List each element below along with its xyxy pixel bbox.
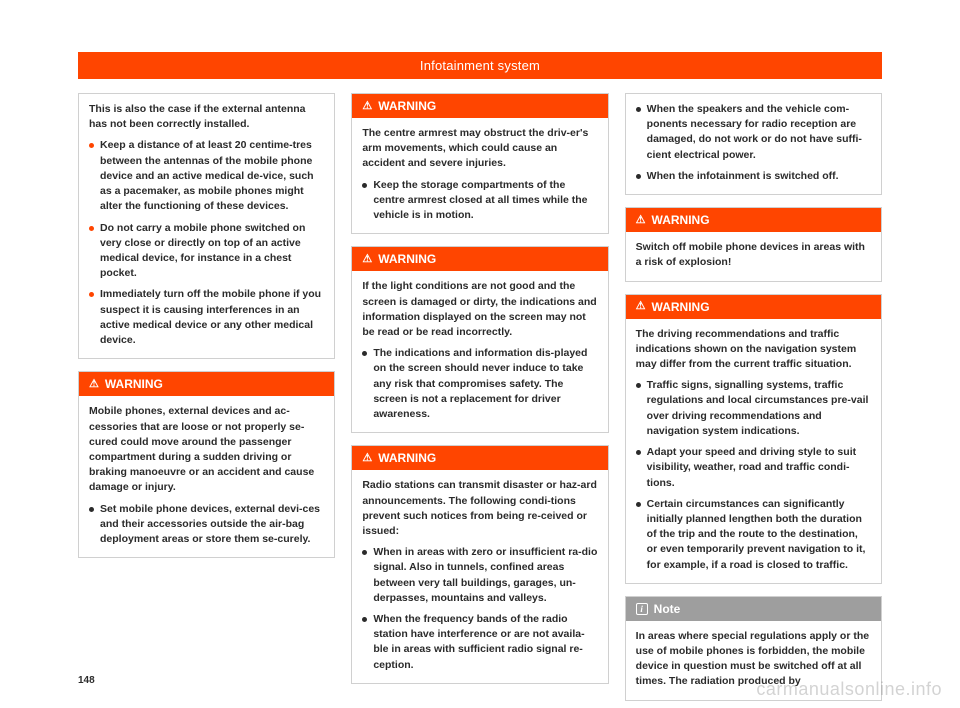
- box-body: Switch off mobile phone devices in areas…: [626, 232, 881, 280]
- bullet-icon: [636, 383, 641, 388]
- warning-header: ⚠ WARNING: [626, 295, 881, 319]
- box-body: This is also the case if the external an…: [79, 94, 334, 358]
- paragraph: Switch off mobile phone devices in areas…: [636, 240, 871, 270]
- bullet-icon: [636, 502, 641, 507]
- warning-box: ⚠ WARNING Mobile phones, external device…: [78, 371, 335, 558]
- bullet-text: When in areas with zero or insufficient …: [373, 545, 597, 606]
- paragraph: Mobile phones, external devices and ac-c…: [89, 404, 324, 495]
- box-body: Radio stations can transmit disaster or …: [352, 470, 607, 683]
- column-1: This is also the case if the external an…: [78, 93, 335, 701]
- section-header: Infotainment system: [78, 52, 882, 79]
- box-body: When the speakers and the vehicle com-po…: [626, 94, 881, 194]
- warning-icon: ⚠: [362, 101, 372, 112]
- bullet-icon: [636, 174, 641, 179]
- warning-box: ⚠ WARNING The centre armrest may obstruc…: [351, 93, 608, 234]
- bullet-item: Keep a distance of at least 20 centime-t…: [89, 138, 324, 214]
- warning-header: ⚠ WARNING: [626, 208, 881, 232]
- paragraph: This is also the case if the external an…: [89, 102, 324, 132]
- paragraph: The centre armrest may obstruct the driv…: [362, 126, 597, 172]
- paragraph: If the light conditions are not good and…: [362, 279, 597, 340]
- bullet-text: When the infotainment is switched off.: [647, 169, 871, 184]
- bullet-text: Keep a distance of at least 20 centime-t…: [100, 138, 324, 214]
- content-columns: This is also the case if the external an…: [78, 93, 882, 701]
- bullet-icon: [89, 507, 94, 512]
- warning-box: ⚠ WARNING If the light conditions are no…: [351, 246, 608, 433]
- watermark: carmanualsonline.info: [756, 679, 942, 700]
- info-icon: i: [636, 603, 648, 615]
- bullet-text: When the frequency bands of the radio st…: [373, 612, 597, 673]
- warning-icon: ⚠: [636, 215, 646, 226]
- bullet-item: When the infotainment is switched off.: [636, 169, 871, 184]
- warning-label: WARNING: [652, 300, 710, 314]
- info-box: When the speakers and the vehicle com-po…: [625, 93, 882, 195]
- bullet-text: Certain circumstances can significantly …: [647, 497, 871, 573]
- bullet-item: Keep the storage compartments of the cen…: [362, 178, 597, 224]
- warning-header: ⚠ WARNING: [352, 247, 607, 271]
- warning-header: ⚠ WARNING: [352, 94, 607, 118]
- warning-header: ⚠ WARNING: [79, 372, 334, 396]
- bullet-text: Adapt your speed and driving style to su…: [647, 445, 871, 491]
- bullet-icon: [362, 550, 367, 555]
- warning-icon: ⚠: [362, 254, 372, 265]
- box-body: The centre armrest may obstruct the driv…: [352, 118, 607, 233]
- page-number: 148: [78, 675, 95, 686]
- column-3: When the speakers and the vehicle com-po…: [625, 93, 882, 701]
- paragraph: The driving recommendations and traffic …: [636, 327, 871, 373]
- bullet-item: When in areas with zero or insufficient …: [362, 545, 597, 606]
- bullet-icon: [362, 617, 367, 622]
- warning-icon: ⚠: [636, 301, 646, 312]
- bullet-text: Do not carry a mobile phone switched on …: [100, 221, 324, 282]
- box-body: The driving recommendations and traffic …: [626, 319, 881, 583]
- bullet-text: Set mobile phone devices, external devi-…: [100, 502, 324, 548]
- manual-page: Infotainment system This is also the cas…: [0, 0, 960, 708]
- bullet-text: The indications and information dis-play…: [373, 346, 597, 422]
- bullet-icon: [636, 450, 641, 455]
- warning-label: WARNING: [652, 213, 710, 227]
- bullet-text: Keep the storage compartments of the cen…: [373, 178, 597, 224]
- section-title: Infotainment system: [420, 58, 540, 73]
- box-body: If the light conditions are not good and…: [352, 271, 607, 432]
- box-body: Mobile phones, external devices and ac-c…: [79, 396, 334, 557]
- warning-label: WARNING: [105, 377, 163, 391]
- warning-label: WARNING: [378, 252, 436, 266]
- warning-box: ⚠ WARNING Switch off mobile phone device…: [625, 207, 882, 281]
- bullet-item: Set mobile phone devices, external devi-…: [89, 502, 324, 548]
- column-2: ⚠ WARNING The centre armrest may obstruc…: [351, 93, 608, 701]
- bullet-icon: [89, 143, 94, 148]
- paragraph: Radio stations can transmit disaster or …: [362, 478, 597, 539]
- bullet-text: Traffic signs, signalling systems, traff…: [647, 378, 871, 439]
- info-box: This is also the case if the external an…: [78, 93, 335, 359]
- note-label: Note: [654, 602, 681, 616]
- bullet-text: When the speakers and the vehicle com-po…: [647, 102, 871, 163]
- warning-box: ⚠ WARNING The driving recommendations an…: [625, 294, 882, 584]
- warning-icon: ⚠: [362, 453, 372, 464]
- warning-header: ⚠ WARNING: [352, 446, 607, 470]
- bullet-icon: [362, 351, 367, 356]
- bullet-icon: [362, 183, 367, 188]
- bullet-icon: [89, 226, 94, 231]
- warning-icon: ⚠: [89, 379, 99, 390]
- bullet-item: Do not carry a mobile phone switched on …: [89, 221, 324, 282]
- bullet-item: Certain circumstances can significantly …: [636, 497, 871, 573]
- warning-box: ⚠ WARNING Radio stations can transmit di…: [351, 445, 608, 684]
- bullet-text: Immediately turn off the mobile phone if…: [100, 287, 324, 348]
- bullet-item: Immediately turn off the mobile phone if…: [89, 287, 324, 348]
- bullet-icon: [636, 107, 641, 112]
- warning-label: WARNING: [378, 451, 436, 465]
- bullet-item: The indications and information dis-play…: [362, 346, 597, 422]
- bullet-item: Adapt your speed and driving style to su…: [636, 445, 871, 491]
- bullet-item: When the frequency bands of the radio st…: [362, 612, 597, 673]
- bullet-item: When the speakers and the vehicle com-po…: [636, 102, 871, 163]
- bullet-item: Traffic signs, signalling systems, traff…: [636, 378, 871, 439]
- bullet-icon: [89, 292, 94, 297]
- warning-label: WARNING: [378, 99, 436, 113]
- note-header: i Note: [626, 597, 881, 621]
